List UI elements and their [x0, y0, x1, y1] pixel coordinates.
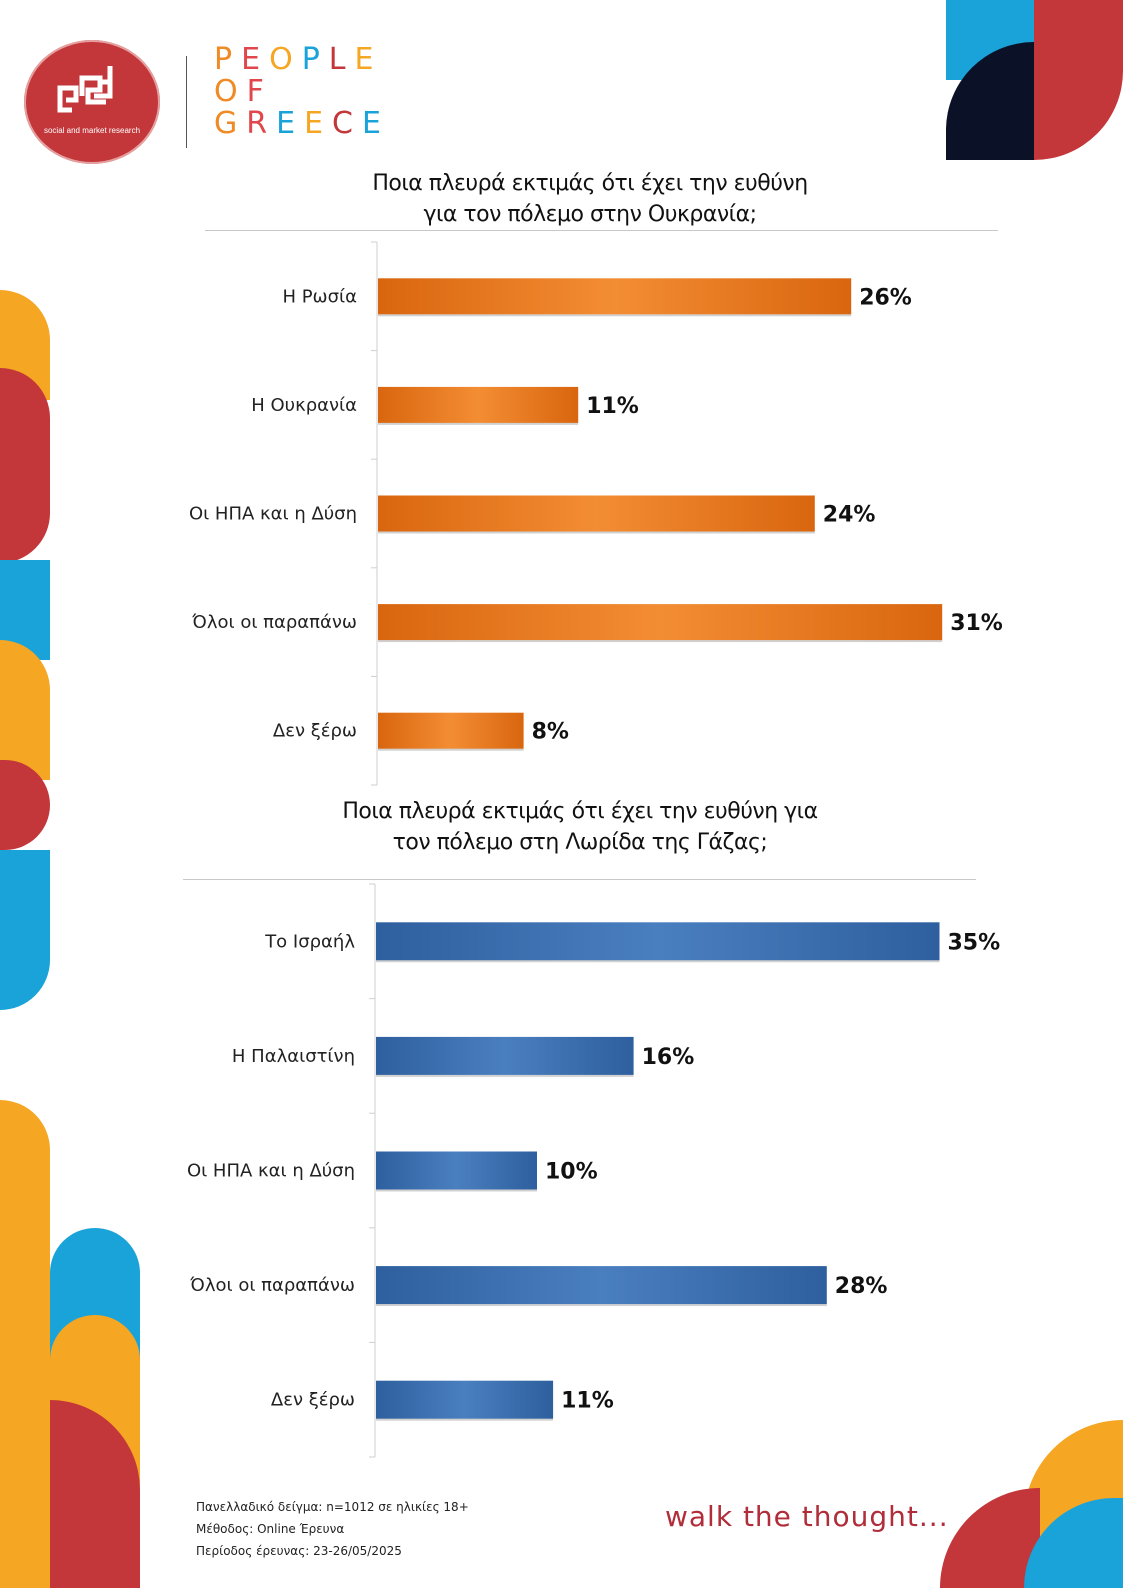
logo-divider [186, 56, 187, 148]
chart-1-bar [378, 712, 524, 749]
chart-2-category-label: Το Ισραήλ [264, 931, 355, 952]
brand-title-line: PEOPLE [214, 44, 390, 76]
chart-1-bar-shadow [378, 640, 943, 643]
chart-1-bar [378, 386, 579, 423]
brand-title-letter: E [304, 106, 333, 141]
chart-2-value-label: 28% [835, 1274, 888, 1299]
chart-1-category-label: Η Ρωσία [282, 286, 357, 307]
brand-title-letter: O [269, 42, 302, 77]
chart-2-bar [376, 1266, 827, 1305]
company-logo: social and market research [24, 40, 160, 164]
brand-title-line: OF [214, 76, 390, 108]
brand-title-letter: R [246, 106, 277, 141]
brand-title-letter: G [214, 106, 247, 141]
chart-1-bar-shadow [378, 422, 579, 425]
brand-title-letter: C [332, 106, 362, 141]
chart-2: Το Ισραήλ 35% Η Παλαιστίνη 16% Οι ΗΠΑ και η … [187, 883, 1001, 1458]
chart-2-bar [376, 1380, 554, 1419]
chart-1-category-label: Όλοι οι παραπάνω [191, 612, 357, 633]
decor-left-lower [0, 1100, 140, 1588]
chart-2-title-divider [183, 879, 976, 880]
brand-title-letter: P [301, 42, 329, 77]
brand-title-letter: O [214, 74, 247, 109]
brand-title-letter: F [246, 74, 273, 109]
period-note: Περίοδος έρευνας: 23-26/05/2025 [196, 1544, 402, 1558]
chart-1-value-label: 11% [586, 394, 639, 419]
brand-title: PEOPLE OF GREECE [214, 44, 390, 140]
chart-2-category-label: Όλοι οι παραπάνω [189, 1275, 355, 1296]
brand-title-letter: E [276, 106, 305, 141]
chart-1-title-line: Ποια πλευρά εκτιμάς ότι έχει την ευθύνη [372, 171, 808, 196]
brand-title-letter: E [354, 42, 383, 77]
chart-2-bar [376, 1036, 634, 1075]
survey-notes: Πανελλαδικό δείγμα: n=1012 σε ηλικίες 18… [196, 1496, 469, 1562]
chart-2-value-label: 35% [948, 930, 1001, 955]
chart-1: Η Ρωσία 26% Η Ουκρανία 11% Οι ΗΠΑ και η Δύση… [189, 241, 1003, 786]
chart-1-value-label: 8% [532, 720, 569, 745]
tagline: walk the thought... [665, 1500, 949, 1533]
chart-2-value-label: 16% [642, 1045, 695, 1070]
chart-2-bar-shadow [376, 1304, 827, 1307]
chart-2-bar [376, 922, 940, 961]
chart-1-bar [378, 278, 852, 315]
logo-tagline: social and market research [43, 126, 141, 135]
chart-1-bar [378, 495, 815, 532]
chart-2-title-line: τον πόλεμο στη Λωρίδα της Γάζας; [392, 830, 768, 855]
brand-title-letter: P [214, 42, 242, 77]
chart-2-category-label: Η Παλαιστίνη [232, 1046, 355, 1067]
chart-2-bar-shadow [376, 1074, 634, 1077]
chart-1-category-label: Η Ουκρανία [251, 395, 357, 416]
brand-title-letter: E [362, 106, 390, 141]
chart-2-category-label: Οι ΗΠΑ και η Δύση [187, 1161, 355, 1182]
chart-1-title-divider [205, 230, 998, 231]
chart-1-value-label: 31% [950, 611, 1003, 636]
chart-1-value-label: 24% [823, 503, 876, 528]
chart-1-value-label: 26% [859, 285, 912, 310]
brand-title-letter: L [328, 42, 355, 77]
chart-2-category-label: Δεν ξέρω [271, 1390, 355, 1411]
chart-1-title: Ποια πλευρά εκτιμάς ότι έχει την ευθύνη γ… [250, 168, 930, 230]
chart-1-bar-shadow [378, 314, 852, 317]
chart-1-title-line: για τον πόλεμο στην Ουκρανία; [423, 202, 757, 227]
chart-2-bar-shadow [376, 960, 940, 963]
sample-note: Πανελλαδικό δείγμα: n=1012 σε ηλικίες 18… [196, 1500, 469, 1514]
method-note: Μέθοδος: Online Έρευνα [196, 1522, 345, 1536]
chart-2-bar-shadow [376, 1418, 554, 1421]
chart-2-title-line: Ποια πλευρά εκτιμάς ότι έχει την ευθύνη … [342, 799, 818, 824]
chart-2-value-label: 10% [545, 1160, 598, 1185]
brand-title-line: GREECE [214, 108, 390, 140]
chart-2-title: Ποια πλευρά εκτιμάς ότι έχει την ευθύνη … [230, 796, 930, 858]
brand-title-letter: E [241, 42, 270, 77]
chart-2-bar-shadow [376, 1189, 537, 1192]
chart-1-category-label: Οι ΗΠΑ και η Δύση [189, 504, 357, 525]
chart-1-bar-shadow [378, 531, 815, 534]
chart-1-bar-shadow [378, 748, 524, 751]
chart-2-bar [376, 1151, 537, 1190]
decor-left-upper [0, 290, 50, 1010]
company-logo-mark [57, 66, 113, 113]
chart-2-value-label: 11% [561, 1389, 614, 1414]
decor-top-right [946, 0, 1123, 160]
chart-1-bar [378, 604, 943, 641]
decor-bottom-right [940, 1420, 1123, 1588]
chart-1-category-label: Δεν ξέρω [273, 721, 357, 742]
